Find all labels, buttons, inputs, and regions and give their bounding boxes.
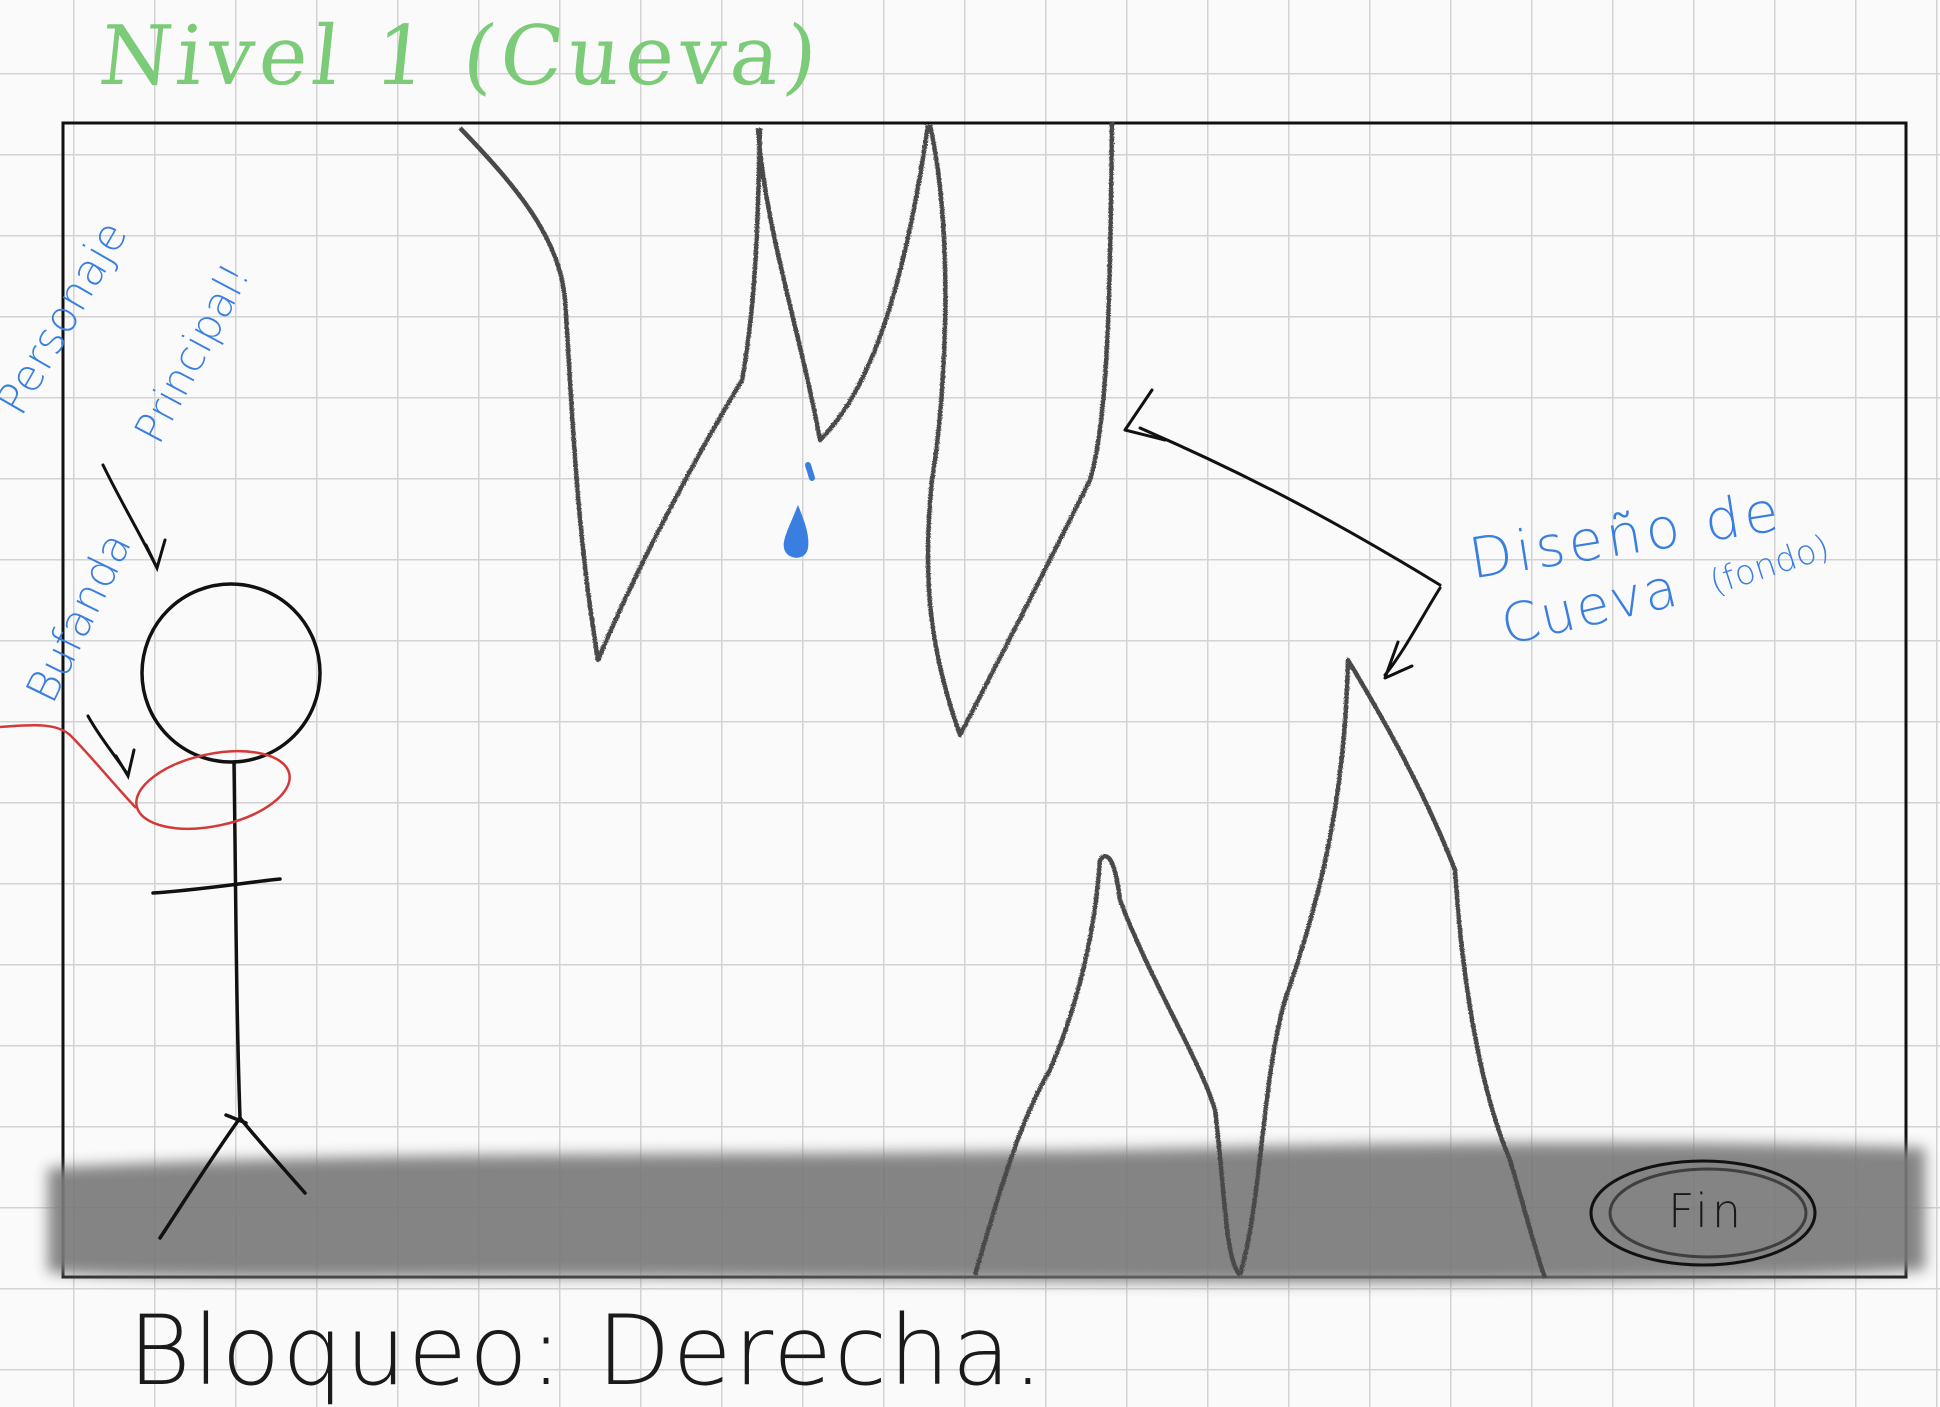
arrowhead-character (144, 538, 167, 573)
scarf (0, 723, 291, 831)
scarf-tail (0, 723, 137, 809)
end-label: Fin (1668, 1184, 1746, 1238)
character-body (232, 760, 242, 1120)
stalagmites (972, 657, 1548, 1279)
end-oval (1589, 1159, 1817, 1267)
arrowhead-scarf (114, 748, 136, 780)
character-arms (151, 877, 282, 895)
end-oval-inner (1608, 1167, 1808, 1259)
drip-streak (805, 462, 815, 481)
stalactite-middle (755, 124, 931, 443)
arrowhead-floor (1383, 640, 1414, 680)
stalactite-right (925, 121, 1115, 738)
arrowhead-ceiling (1123, 388, 1167, 442)
arrow-to-floor (1383, 586, 1442, 677)
character-note-arrows (86, 463, 167, 780)
stalactite-left (458, 126, 763, 663)
ground-band (48, 1142, 1925, 1283)
stalactites (458, 121, 1115, 738)
stalagmite-right (1237, 657, 1548, 1279)
water-drop (783, 462, 815, 558)
scarf-ellipse (135, 749, 291, 831)
stick-figure (140, 582, 322, 1240)
cave-note-arrows (1123, 388, 1442, 680)
drop-icon (783, 505, 809, 558)
arrow-to-ceiling (1138, 426, 1442, 587)
character-head (140, 582, 322, 764)
character-waist (224, 1113, 248, 1125)
stalagmite-left (972, 854, 1242, 1277)
level-frame (61, 121, 1908, 1279)
character-right-leg (238, 1116, 307, 1195)
blocking-note: Bloqueo: Derecha. (128, 1295, 1046, 1407)
character-left-leg (158, 1116, 242, 1240)
end-marker (1589, 1159, 1817, 1267)
